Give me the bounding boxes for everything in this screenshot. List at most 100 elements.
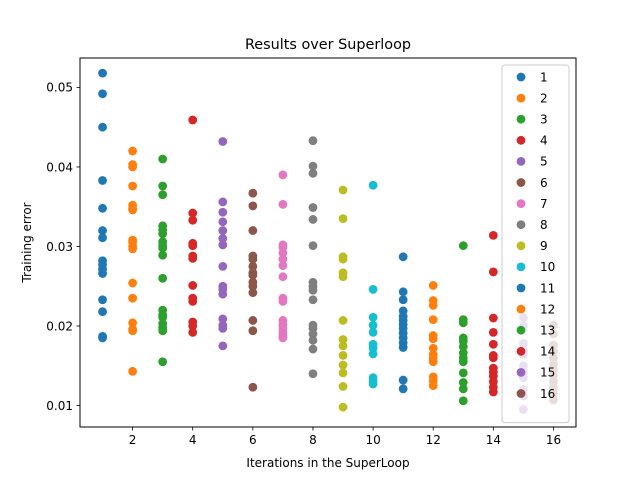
- legend-marker-4: [516, 135, 526, 145]
- data-point-series-11-2: [398, 295, 408, 305]
- y-tick-label-4: 0.05: [46, 81, 73, 95]
- data-point-series-13-10: [458, 378, 468, 387]
- data-point-series-12-3: [428, 315, 438, 325]
- legend-marker-16: [516, 389, 526, 398]
- data-point-series-14-4: [488, 339, 498, 349]
- data-point-series-9-11: [338, 368, 348, 378]
- data-point-series-2-15: [128, 326, 138, 336]
- data-point-series-9-9: [338, 351, 348, 360]
- legend-marker-2: [516, 93, 526, 103]
- data-point-series-11-0: [398, 252, 408, 262]
- legend-marker-12: [516, 304, 526, 314]
- data-point-series-5-4: [218, 226, 228, 235]
- data-point-series-6-2: [248, 226, 258, 235]
- data-point-series-2-13: [128, 318, 138, 328]
- legend-label-11: 11: [540, 281, 555, 295]
- data-point-series-2-12: [128, 293, 138, 303]
- data-point-series-14-12: [488, 387, 498, 397]
- data-point-series-2-11: [128, 278, 138, 288]
- data-point-series-6-10: [248, 288, 258, 297]
- legend-label-8: 8: [540, 218, 548, 232]
- data-point-series-13-9: [458, 368, 468, 378]
- data-point-series-5-6: [218, 240, 228, 250]
- data-point-series-2-3: [128, 181, 138, 191]
- data-point-series-11-12: [398, 375, 408, 385]
- data-point-series-6-5: [248, 261, 258, 271]
- data-point-series-2-6: [128, 205, 138, 215]
- legend-label-6: 6: [540, 176, 548, 190]
- data-point-series-9-12: [338, 382, 348, 391]
- data-point-series-8-3: [308, 203, 318, 212]
- data-point-series-1-1: [98, 89, 107, 99]
- legend-label-3: 3: [540, 113, 548, 127]
- data-point-series-6-4: [248, 254, 258, 264]
- data-point-series-3-2: [158, 190, 168, 200]
- legend-label-1: 1: [540, 70, 548, 84]
- x-tick-label-6: 6: [249, 433, 257, 447]
- data-point-series-8-8: [308, 285, 318, 295]
- legend-marker-11: [516, 283, 526, 293]
- legend-label-5: 5: [540, 155, 548, 169]
- data-point-series-12-6: [428, 343, 438, 353]
- data-point-series-9-3: [338, 254, 348, 264]
- x-tick-label-4: 4: [189, 433, 197, 447]
- data-point-series-1-11: [98, 295, 107, 305]
- data-point-series-10-4: [368, 327, 378, 337]
- data-point-series-10-2: [368, 312, 378, 322]
- data-point-series-5-0: [218, 137, 228, 146]
- data-point-series-4-1: [188, 208, 198, 218]
- data-point-series-1-6: [98, 233, 107, 243]
- legend-label-4: 4: [540, 134, 548, 148]
- legend-label-13: 13: [540, 324, 555, 338]
- data-point-series-3-17: [158, 357, 168, 367]
- legend-label-14: 14: [540, 345, 555, 359]
- data-point-series-8-14: [308, 344, 318, 354]
- data-point-series-9-7: [338, 335, 348, 344]
- data-point-series-7-5: [278, 254, 288, 264]
- y-tick-label-0: 0.01: [46, 399, 73, 413]
- x-axis-label: Iterations in the SuperLoop: [246, 456, 409, 470]
- legend-label-15: 15: [540, 366, 555, 380]
- data-point-series-4-12: [188, 327, 198, 337]
- x-tick-label-10: 10: [365, 433, 380, 447]
- data-point-series-7-4: [278, 248, 288, 258]
- data-point-series-6-7: [248, 270, 258, 280]
- x-tick-label-12: 12: [426, 433, 441, 447]
- data-point-series-8-0: [308, 136, 318, 146]
- legend-marker-14: [516, 346, 526, 356]
- legend-box: [501, 64, 570, 424]
- data-point-series-12-2: [428, 300, 438, 310]
- data-point-series-8-12: [308, 329, 318, 339]
- data-point-series-14-0: [488, 230, 498, 240]
- legend-marker-6: [516, 178, 526, 187]
- y-tick-label-2: 0.03: [46, 240, 73, 254]
- data-point-series-5-14: [218, 341, 228, 351]
- data-point-series-13-8: [458, 357, 468, 367]
- data-point-series-14-1: [488, 267, 498, 277]
- data-point-series-9-13: [338, 402, 348, 412]
- y-axis-label: Training error: [20, 202, 34, 283]
- data-point-series-4-4: [188, 241, 198, 251]
- x-tick-label-8: 8: [309, 433, 317, 447]
- legend-label-16: 16: [540, 387, 555, 401]
- data-point-series-8-13: [308, 335, 318, 345]
- x-axis: 2 4 6 8 10 12 14 16: [129, 427, 561, 447]
- data-point-series-10-7: [368, 349, 378, 359]
- legend-label-10: 10: [540, 260, 555, 274]
- data-point-series-1-2: [98, 122, 107, 132]
- data-point-series-3-1: [158, 181, 168, 191]
- data-point-series-3-13: [158, 312, 168, 322]
- chart-title: Results over Superloop: [245, 37, 411, 53]
- data-point-series-6-0: [248, 188, 258, 198]
- data-point-series-8-9: [308, 295, 318, 305]
- data-point-series-6-11: [248, 316, 258, 325]
- data-point-series-11-13: [398, 384, 408, 394]
- data-point-series-3-16: [158, 326, 168, 336]
- data-point-series-5-10: [218, 289, 228, 299]
- data-point-series-7-0: [278, 170, 288, 180]
- data-point-series-5-7: [218, 261, 228, 271]
- data-point-series-7-1: [278, 199, 288, 209]
- legend-marker-8: [516, 220, 526, 230]
